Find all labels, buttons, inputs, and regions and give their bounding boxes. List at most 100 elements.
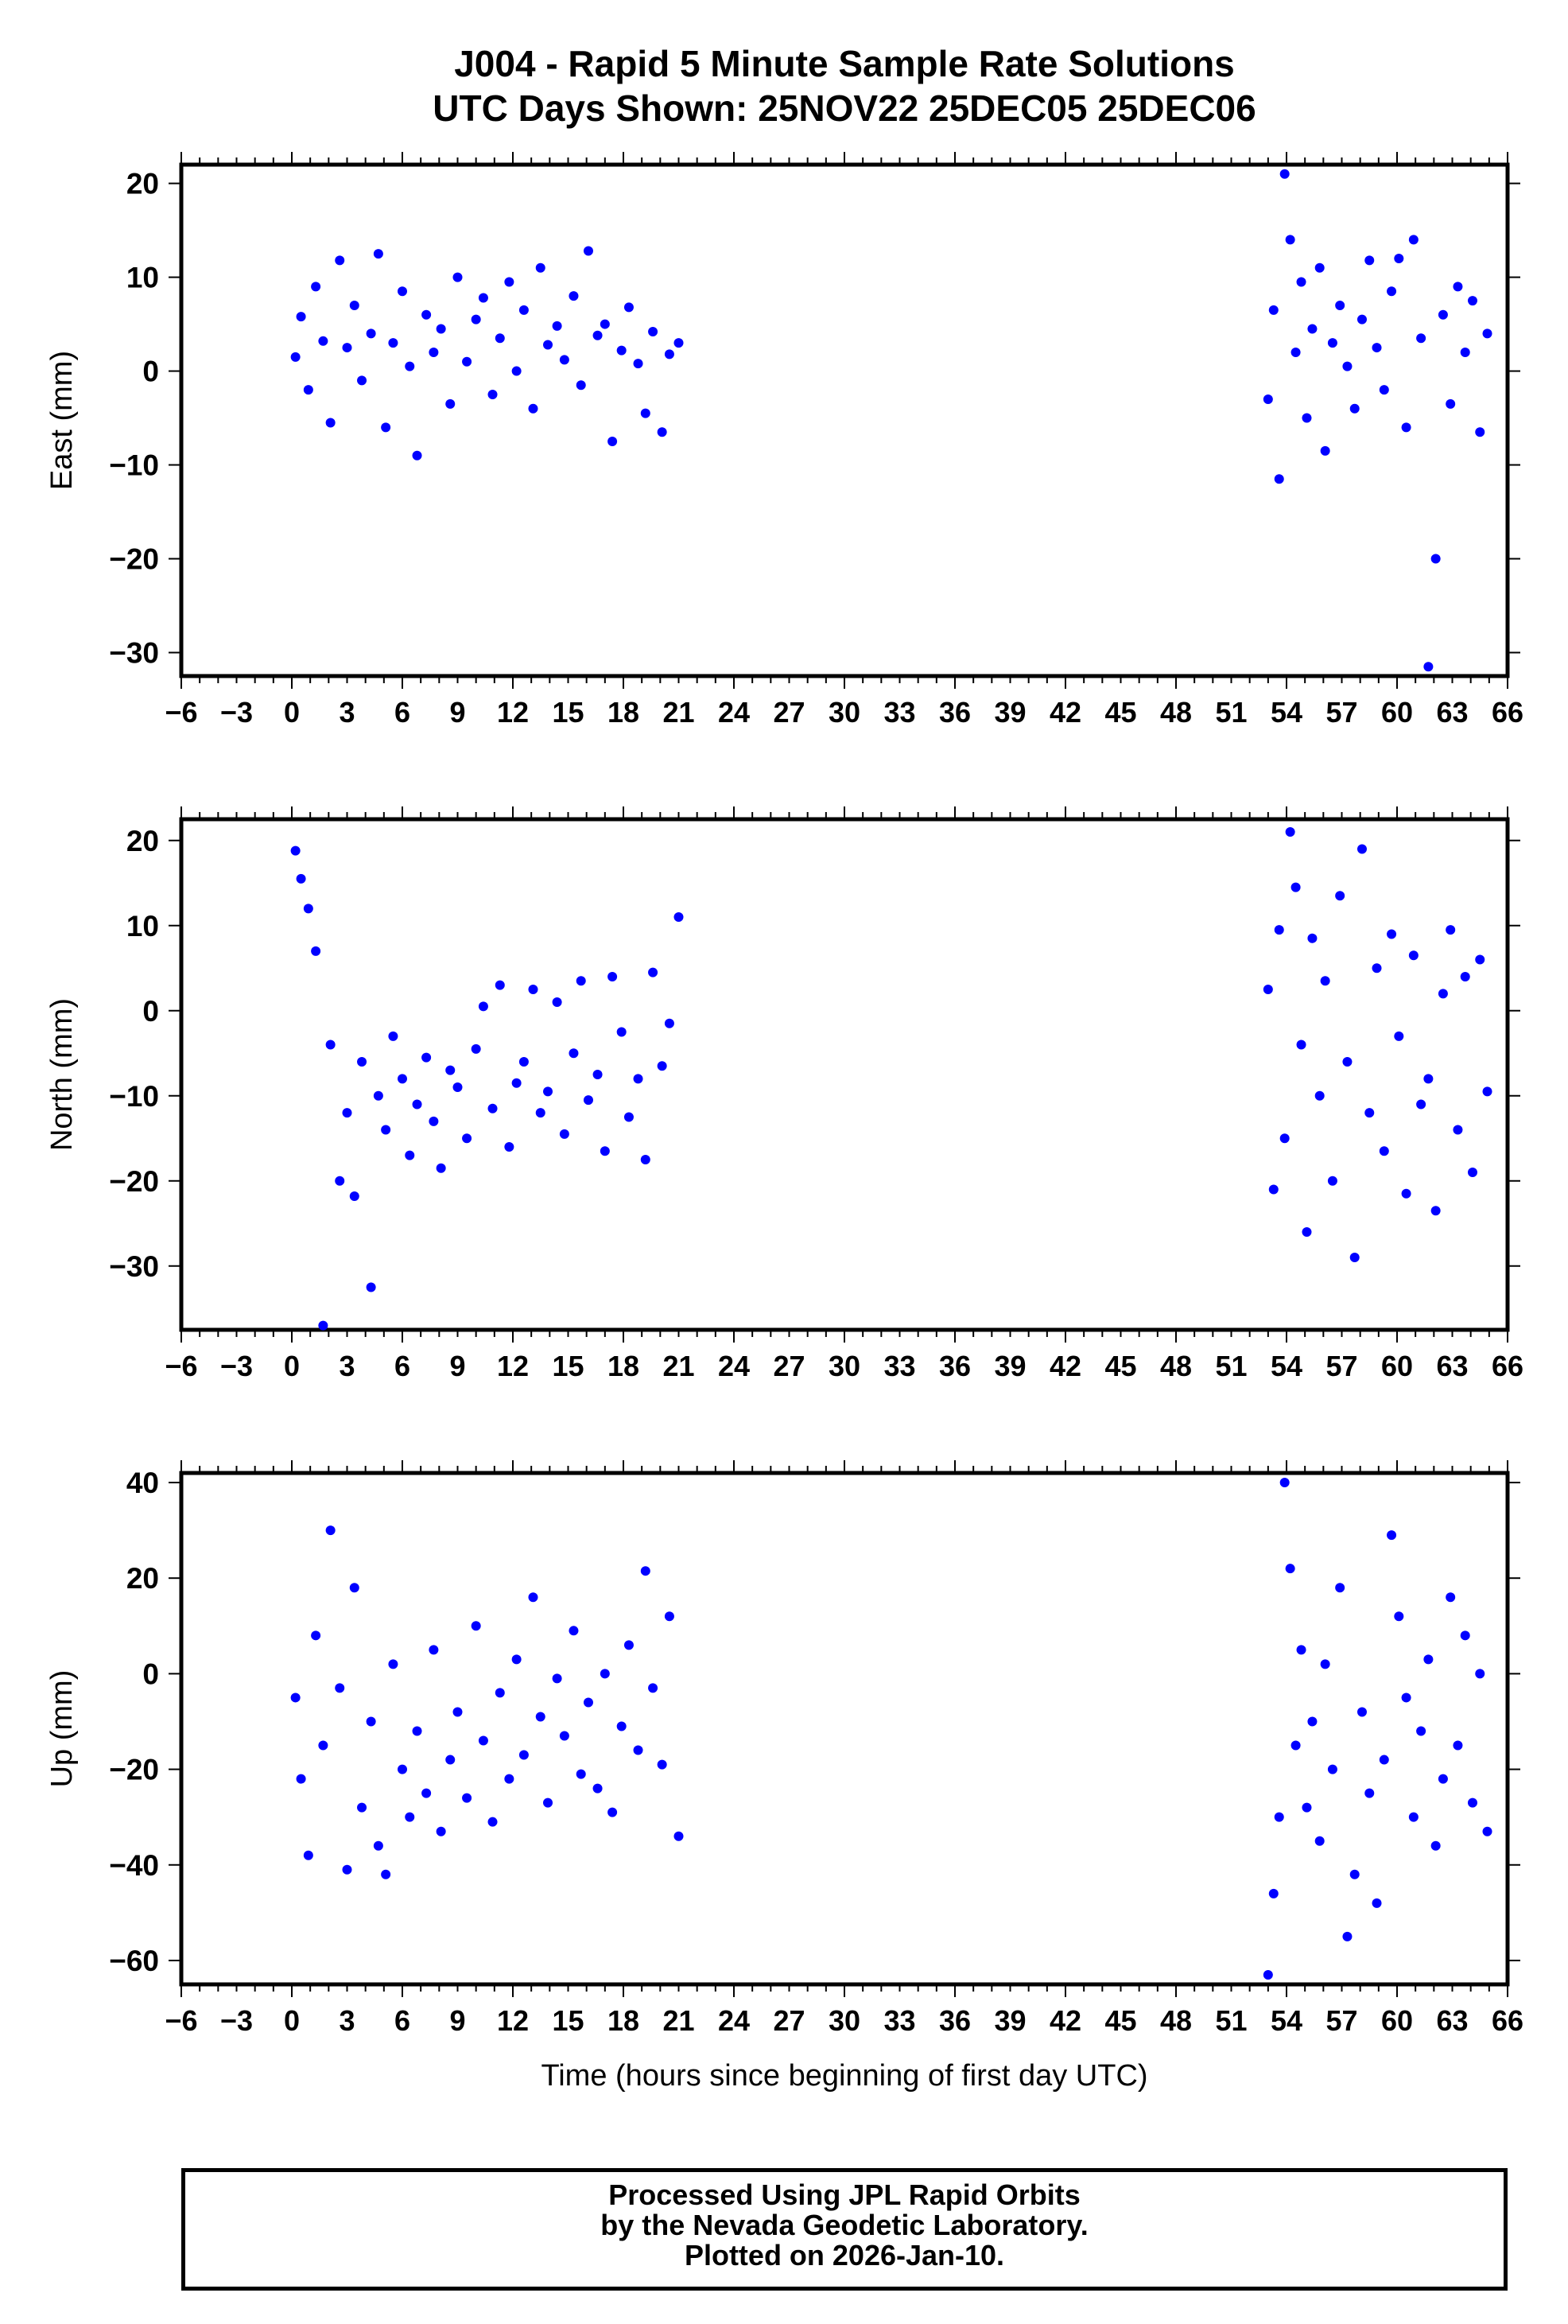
data-point <box>616 1721 627 1731</box>
data-point <box>325 1525 336 1536</box>
data-point <box>1364 1108 1375 1118</box>
data-point <box>1349 1869 1360 1879</box>
x-tick-label: 12 <box>497 2004 529 2037</box>
data-point <box>504 1141 514 1152</box>
x-tick-label: 54 <box>1271 696 1302 729</box>
data-point <box>335 1176 345 1186</box>
data-point <box>1416 333 1426 344</box>
x-tick-label: −6 <box>165 696 197 729</box>
data-point <box>342 1864 352 1875</box>
y-tick-label: −20 <box>109 1754 159 1786</box>
data-point <box>623 1640 634 1650</box>
footer-line1: Processed Using JPL Rapid Orbits <box>608 2178 1081 2211</box>
data-point <box>592 1783 603 1794</box>
data-point <box>559 1731 569 1741</box>
x-tick-label: 30 <box>829 2004 860 2037</box>
data-point <box>296 312 306 322</box>
x-tick-label: 39 <box>994 2004 1026 2037</box>
data-point <box>1296 277 1306 287</box>
data-point <box>633 359 643 369</box>
data-point <box>673 912 684 923</box>
y-axis-label: East (mm) <box>45 351 79 490</box>
data-point <box>1290 347 1301 357</box>
data-point <box>664 349 674 359</box>
data-point <box>1296 1040 1306 1050</box>
x-tick-label: 45 <box>1104 2004 1136 2037</box>
x-tick-label: 63 <box>1436 2004 1468 2037</box>
data-point <box>349 1583 359 1593</box>
x-tick-label: 66 <box>1492 2004 1523 2037</box>
data-point <box>1349 1253 1360 1263</box>
data-point <box>349 300 359 310</box>
data-point <box>607 437 618 447</box>
data-point <box>366 1716 376 1727</box>
x-tick-label: 0 <box>284 696 300 729</box>
data-point <box>1394 1031 1404 1041</box>
data-point <box>471 1621 481 1631</box>
data-point <box>381 422 391 433</box>
data-point <box>543 1086 553 1097</box>
y-tick-label: 20 <box>126 825 159 857</box>
x-tick-label: 63 <box>1436 1350 1468 1382</box>
x-tick-label: −3 <box>220 1350 253 1382</box>
y-tick-label: 10 <box>126 910 159 942</box>
data-point <box>311 282 321 292</box>
x-tick-label: 51 <box>1215 2004 1247 2037</box>
data-point <box>366 328 376 339</box>
data-point <box>1453 1125 1463 1135</box>
data-point <box>405 1150 415 1160</box>
panel-2: −6 −3 0 3 6 9 12 15 18 21 24 27 30 33 36 39 42 45 48 51 54 57… <box>45 806 1523 1382</box>
data-point <box>576 1769 586 1779</box>
data-point <box>1342 1056 1353 1067</box>
data-point <box>1408 235 1419 245</box>
data-point <box>1423 1074 1434 1084</box>
data-point <box>633 1074 643 1084</box>
data-point <box>648 1683 658 1693</box>
x-tick-label: 33 <box>883 696 915 729</box>
x-tick-label: 66 <box>1492 696 1523 729</box>
y-tick-label: 10 <box>126 262 159 294</box>
data-point <box>1274 925 1284 935</box>
data-point <box>1438 1774 1448 1784</box>
y-tick-label: 20 <box>126 1562 159 1595</box>
data-point <box>1467 1168 1477 1178</box>
data-point <box>535 262 545 273</box>
data-point <box>1335 300 1345 310</box>
data-point <box>471 314 481 325</box>
data-point <box>1342 1931 1353 1941</box>
data-point <box>311 946 321 956</box>
data-point <box>303 385 313 395</box>
data-point <box>1268 1184 1279 1195</box>
panels-group: −6 −3 0 3 6 9 12 15 18 21 24 27 30 33 36 39 42 45 48 51 54 57… <box>45 152 1523 2037</box>
data-point <box>388 1659 398 1669</box>
data-point <box>1307 1716 1318 1727</box>
x-tick-label: 21 <box>662 1350 694 1382</box>
data-point <box>1320 445 1330 456</box>
data-point <box>600 319 610 329</box>
data-point <box>487 1103 498 1113</box>
data-point <box>1314 1090 1325 1101</box>
y-tick-label: 0 <box>142 1658 159 1690</box>
data-point <box>1356 1707 1367 1717</box>
x-tick-label: 21 <box>662 696 694 729</box>
data-point <box>1394 1611 1404 1622</box>
data-point <box>421 1052 432 1063</box>
x-tick-label: 0 <box>284 2004 300 2037</box>
data-point <box>1364 255 1375 266</box>
data-point <box>325 418 336 428</box>
x-tick-label: 9 <box>449 696 465 729</box>
data-point <box>1387 929 1397 939</box>
x-tick-label: 42 <box>1050 1350 1081 1382</box>
data-point <box>583 246 593 256</box>
footer-box: Processed Using JPL Rapid Orbits by the … <box>181 2168 1508 2291</box>
data-point <box>640 408 650 418</box>
x-tick-label: 24 <box>718 2004 750 2037</box>
data-point <box>1302 413 1312 423</box>
data-point <box>1307 324 1318 334</box>
x-tick-label: 12 <box>497 1350 529 1382</box>
data-point <box>543 1797 553 1808</box>
data-point <box>616 345 627 356</box>
data-point <box>290 352 301 362</box>
data-point <box>303 904 313 914</box>
